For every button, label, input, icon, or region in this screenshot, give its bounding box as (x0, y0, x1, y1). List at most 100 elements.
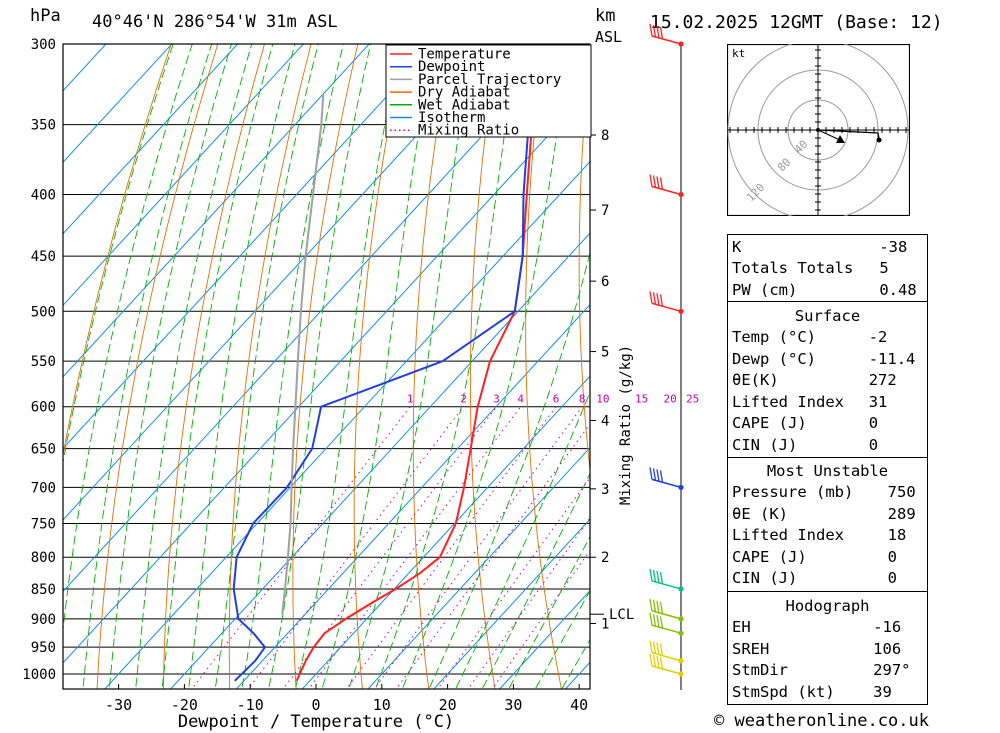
mixing-ratio-label: 20 (663, 393, 676, 406)
mixing-ratio-axis-label: Mixing Ratio (g/kg) (618, 345, 634, 505)
pressure-tick-label: 750 (31, 516, 56, 532)
pressure-tick-label: 300 (31, 37, 56, 53)
asl-label: ASL (595, 28, 623, 46)
cape-label: CAPE (J) (732, 414, 807, 433)
legend-label: Temperature (418, 47, 511, 63)
legend-box (385, 44, 592, 138)
mixing-ratio-label: 4 (517, 393, 524, 406)
mixing-ratio-label: 6 (553, 393, 560, 406)
dewp-value: -11.4 (868, 349, 916, 368)
dry-adiabat-line (915, 8, 1000, 700)
pressure-tick-label: 450 (31, 249, 56, 265)
pressure-tick-label: 800 (31, 550, 56, 566)
surface-title: Surface (794, 306, 861, 325)
pressure-tick-label: 950 (31, 640, 56, 656)
storm-motion-marker (836, 135, 845, 143)
legend-label: Wet Adiabat (418, 97, 511, 113)
mixing-ratio-line (191, 406, 411, 689)
wet-adiabat-line (161, 44, 274, 689)
dry-adiabat-line (96, 44, 219, 689)
dry-adiabat-line (578, 49, 590, 474)
stmdir-value: 297° (873, 661, 911, 680)
isotherm-line (63, 44, 173, 163)
isotherm-line (104, 160, 590, 689)
wet-adiabat-line (214, 44, 319, 689)
dry-adiabat-line (63, 44, 172, 458)
legend-label: Mixing Ratio (418, 123, 519, 139)
background-lines (0, 8, 1000, 700)
mixing-ratio-label: 1 (407, 393, 414, 406)
wet-adiabat-line (135, 44, 253, 689)
pw-value: 0.48 (879, 280, 917, 299)
indices-surface: Surface Temp (°C) -2 Dewp (°C) -11.4 θE(K)… (728, 305, 927, 456)
wind-barb (649, 568, 684, 592)
x-axis-label: Dewpoint / Temperature (°C) (178, 712, 454, 732)
temperature-tick-label: 30 (504, 696, 522, 714)
height-tick-label: 7 (601, 203, 609, 219)
eh-label: EH (732, 618, 751, 637)
mixing-ratio-line (345, 406, 557, 689)
wet-adiabat-line (82, 44, 213, 689)
pw-label: PW (cm) (732, 280, 798, 299)
plot-frame (62, 43, 591, 690)
tt-value: 5 (879, 259, 889, 278)
height-tick-label: 5 (601, 345, 609, 361)
isotherm-line (367, 446, 590, 689)
sounding-series (232, 44, 535, 682)
mixing-ratio-label: 15 (635, 393, 648, 406)
axes: 1 2 3 4 6 8 10 15 20 2530035040045050055060065070… (22, 37, 699, 732)
mu-cin-label: CIN (J) (732, 569, 798, 588)
isotherm-line (63, 44, 305, 307)
wet-adiabat-line (321, 44, 436, 689)
pressure-tick-label: 900 (31, 612, 56, 628)
hodograph-unit: kt (732, 47, 745, 60)
footer-credit: © weatheronline.co.uk (714, 711, 929, 731)
mixing-ratio-label: 10 (596, 393, 609, 406)
legend-label: Parcel Trajectory (418, 72, 561, 88)
wet-adiabat-line (348, 44, 474, 689)
mu-li-value: 18 (887, 526, 907, 545)
height-tick-label: 8 (601, 128, 609, 144)
mixing-ratio-label: 25 (686, 393, 699, 406)
mixing-ratio-line (437, 476, 590, 689)
temperature-tick-label: 40 (570, 696, 588, 714)
wet-adiabat-line (375, 44, 519, 689)
wet-adiabat-line (188, 44, 296, 689)
wet-adiabat-line (534, 589, 590, 689)
cape-value: 0 (868, 414, 879, 433)
mu-cape-value: 0 (887, 547, 897, 566)
wet-adiabat-line (241, 44, 344, 689)
temperature-tick-label: 20 (439, 696, 457, 714)
wet-adiabat-line (401, 44, 571, 689)
mu-cape-label: CAPE (J) (732, 547, 807, 566)
mixing-ratio-line (373, 406, 583, 689)
storm-motion-line (817, 129, 841, 141)
isotherm-line (0, 8, 8, 700)
wind-barbs (649, 23, 684, 690)
location-title: 40°46'N 286°54'W 31m ASL (92, 12, 338, 32)
wind-barb (649, 598, 684, 622)
dry-adiabat-line (353, 44, 405, 689)
wet-adiabat-line (108, 44, 232, 689)
temperature-tick-label: -30 (105, 696, 132, 714)
mu-theta-label: θE (K) (732, 504, 788, 523)
stmspd-label: StmSpd (kt) (732, 682, 835, 701)
wind-barb (649, 291, 684, 314)
mu-title: Most Unstable (766, 461, 889, 480)
hodograph-trace (817, 129, 880, 140)
mixing-ratio-label: 8 (579, 393, 586, 406)
hodo-title: Hodograph (785, 596, 870, 615)
isotherm-line (63, 44, 370, 378)
mixing-ratio-line (491, 549, 590, 689)
wind-barb (649, 23, 684, 47)
mu-li-label: Lifted Index (732, 526, 844, 545)
pressure-tick-label: 650 (31, 442, 56, 458)
mixing-ratio-line (395, 423, 590, 689)
li-label: Lifted Index (732, 392, 844, 411)
parcel-trajectory-line (281, 93, 325, 615)
wet-adiabat-line (294, 44, 402, 689)
stmdir-label: StmDir (732, 661, 788, 680)
pressure-tick-label: 350 (31, 118, 56, 134)
